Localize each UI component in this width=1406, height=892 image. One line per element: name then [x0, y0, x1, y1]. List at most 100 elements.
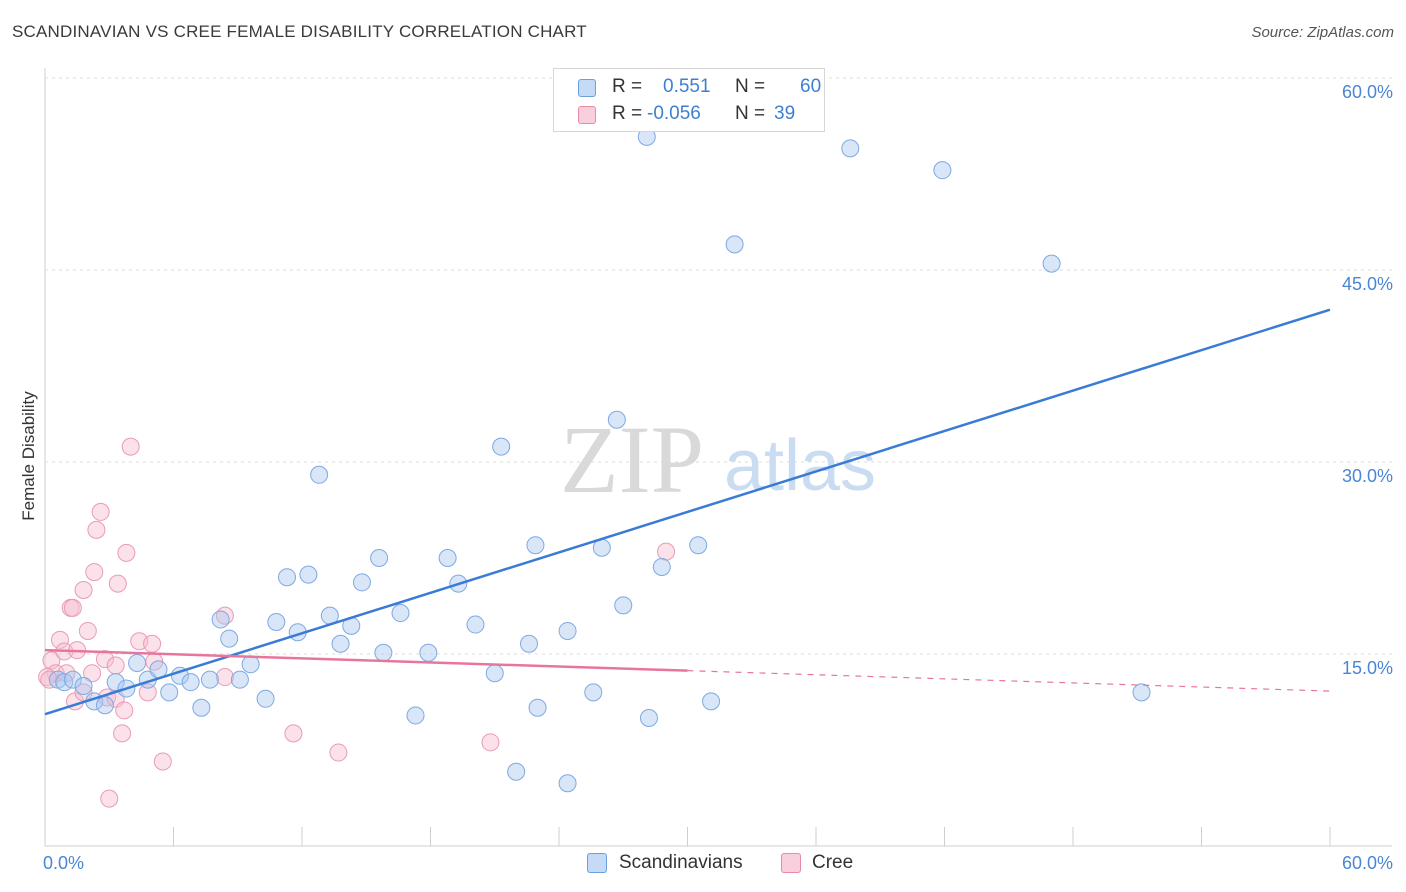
- gridlines: [45, 77, 1392, 655]
- trend-lines: [44, 308, 1331, 716]
- scandinavian-point: [310, 465, 329, 484]
- tick-labels: 15.0% 30.0% 45.0% 60.0% 0.0% 60.0%: [43, 82, 1393, 873]
- scandinavian-point: [438, 549, 457, 567]
- scandinavian-point: [466, 615, 485, 634]
- scandinavian-point: [526, 536, 545, 555]
- cree-point: [138, 683, 157, 702]
- cree-point: [108, 574, 127, 593]
- source-label: Source: ZipAtlas.com: [1251, 24, 1394, 41]
- scandinavian-point: [507, 762, 526, 781]
- cree-point: [115, 701, 134, 720]
- cree-point: [215, 668, 234, 687]
- scandinavian-points: [48, 127, 1151, 793]
- legend-r-value: -0.056: [647, 103, 701, 124]
- cree-point: [91, 502, 110, 521]
- scandinavian-point: [299, 565, 318, 584]
- cree-point: [50, 630, 69, 649]
- scandinavian-point: [614, 596, 633, 615]
- scandinavian-point: [419, 643, 438, 662]
- scandinavian-point: [256, 689, 275, 708]
- cree-point: [63, 598, 82, 617]
- scandinavian-point: [520, 634, 539, 653]
- scandinavian-point: [528, 698, 547, 717]
- cree-trend-line: [44, 648, 688, 672]
- legend-swatch-blue: [578, 79, 596, 97]
- scandinavian-point: [374, 643, 393, 662]
- scandinavian-point: [652, 557, 671, 576]
- scandinavian-point: [492, 437, 511, 456]
- cree-point: [113, 724, 132, 743]
- legend-r-value: 0.551: [663, 76, 711, 97]
- cree-point: [85, 563, 104, 582]
- scandinavian-point: [689, 536, 708, 555]
- cree-point: [95, 650, 114, 669]
- scandinavian-point: [485, 664, 504, 683]
- scandinavian-point: [1132, 683, 1151, 702]
- scandinavian-point: [230, 670, 249, 689]
- scandinavian-point: [725, 235, 744, 254]
- bottom-legend-swatch-pink: [781, 853, 801, 873]
- scandinavian-point: [181, 673, 200, 692]
- scandinavian-point: [370, 549, 389, 567]
- cree-point: [143, 634, 162, 653]
- legend-n-label: N =: [735, 76, 766, 97]
- cree-point: [284, 724, 303, 743]
- scandinavian-point: [841, 139, 860, 158]
- scandinavian-trend-line: [44, 308, 1331, 716]
- scandinavian-point: [128, 653, 147, 672]
- cree-point: [481, 733, 500, 752]
- y-tick-label: 60.0%: [1342, 82, 1393, 102]
- bottom-legend-label: Cree: [812, 852, 854, 873]
- cree-trend-line-extension: [687, 670, 1331, 692]
- scandinavian-point: [639, 709, 658, 727]
- legend-n-value: 39: [774, 103, 796, 124]
- scandinavian-point: [95, 696, 114, 715]
- y-axis-label: Female Disability: [19, 391, 38, 521]
- scandinavian-point: [160, 683, 179, 702]
- scandinavian-point: [607, 410, 626, 429]
- cree-point: [78, 621, 97, 640]
- scandinavian-point: [200, 670, 219, 689]
- cree-point: [38, 668, 57, 687]
- bottom-legend-label: Scandinavians: [619, 852, 743, 873]
- scandinavian-point: [267, 613, 286, 631]
- scandinavian-point: [211, 610, 230, 629]
- scandinavian-point: [584, 683, 603, 702]
- legend-swatch-pink: [578, 106, 596, 124]
- scandinavian-point: [702, 692, 721, 711]
- scandinavian-point: [220, 629, 239, 648]
- scandinavian-point: [278, 568, 297, 587]
- scandinavian-point: [406, 706, 425, 725]
- scandinavian-point: [558, 621, 577, 640]
- x-tick-label: 0.0%: [43, 853, 84, 873]
- cree-point: [657, 542, 676, 561]
- cree-point: [74, 581, 93, 599]
- chart-title: SCANDINAVIAN VS CREE FEMALE DISABILITY C…: [12, 22, 587, 41]
- cree-point: [153, 752, 172, 771]
- legend-r-label: R =: [612, 76, 643, 97]
- bottom-legend-swatch-blue: [587, 853, 607, 873]
- cree-point: [121, 437, 140, 456]
- scandinavian-point: [558, 774, 577, 793]
- scandinavian-point: [331, 634, 350, 653]
- cree-point: [87, 520, 106, 539]
- scandinavian-point: [933, 161, 952, 180]
- scandinavian-point: [352, 573, 371, 592]
- y-tick-label: 15.0%: [1342, 658, 1393, 678]
- cree-point: [83, 664, 102, 683]
- y-tick-label: 30.0%: [1342, 466, 1393, 486]
- cree-point: [100, 789, 119, 808]
- cree-point: [106, 656, 125, 675]
- legend-n-value: 60: [800, 76, 822, 97]
- cree-point: [117, 543, 136, 562]
- watermark-zip: ZIP: [560, 406, 704, 513]
- scandinavian-point: [74, 677, 93, 695]
- scandinavian-point: [192, 698, 211, 717]
- cree-point: [329, 743, 348, 762]
- legend-n-label: N =: [735, 103, 766, 124]
- scandinavian-point: [63, 670, 82, 689]
- legend-r-label: R =: [612, 103, 643, 124]
- scandinavian-point: [391, 604, 410, 623]
- scandinavian-point: [1042, 254, 1061, 273]
